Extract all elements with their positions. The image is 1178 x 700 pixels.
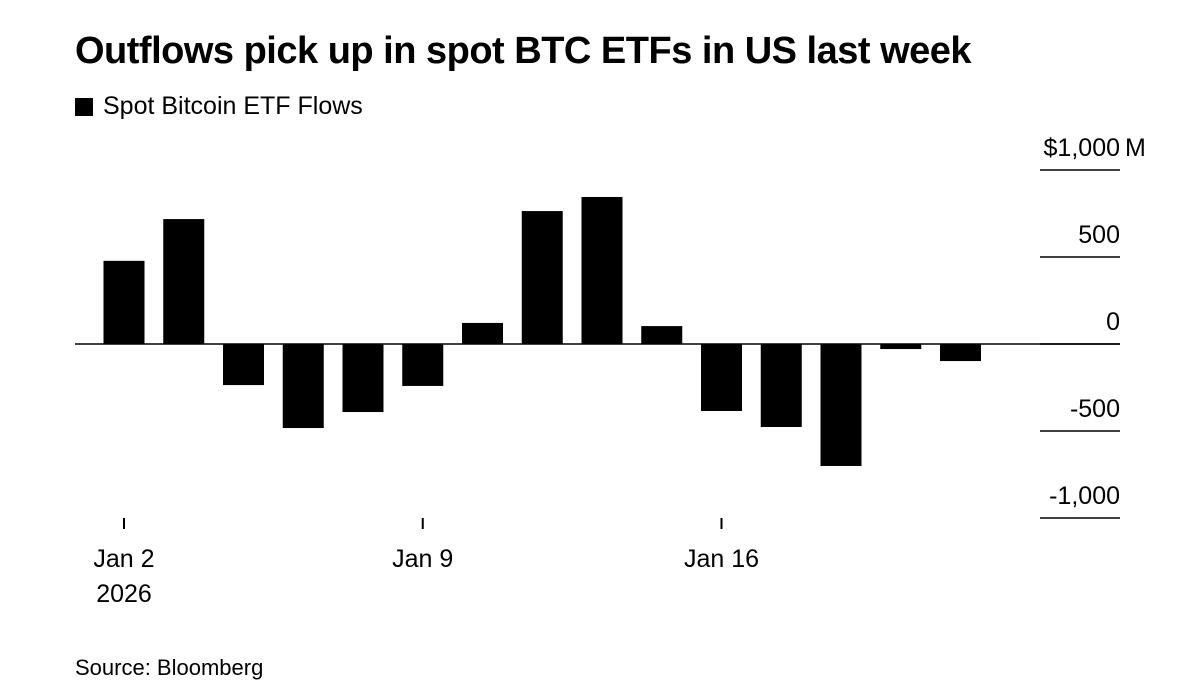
bar-2026-01-05 — [163, 219, 205, 344]
bar-2026-01-08 — [342, 344, 384, 413]
y-unit-label: M — [1125, 134, 1146, 162]
bar-2026-01-16 — [701, 344, 742, 411]
source-note: Source: Bloomberg — [75, 655, 264, 680]
bar-2026-01-22 — [880, 344, 922, 350]
bar-2026-01-13 — [521, 211, 563, 344]
x-tick-label: Jan 16 — [684, 545, 759, 573]
x-tick-label: Jan 2 — [93, 545, 154, 573]
bar-2026-01-20 — [760, 344, 802, 427]
y-tick-label: $1,000 — [1044, 134, 1120, 162]
bar-2026-01-06 — [223, 344, 264, 386]
bar-2026-01-14 — [581, 196, 623, 344]
legend-swatch — [75, 97, 93, 116]
bar-2026-01-15 — [641, 326, 683, 344]
x-tick-label: Jan 9 — [392, 545, 453, 573]
y-tick-label: 500 — [1078, 221, 1120, 249]
legend: Spot Bitcoin ETF Flows — [75, 92, 363, 121]
chart-title: Outflows pick up in spot BTC ETFs in US … — [75, 30, 972, 72]
bar-2026-01-21 — [820, 344, 862, 466]
bar-2026-01-12 — [462, 322, 503, 344]
bar-2026-01-23 — [940, 344, 981, 362]
legend-label: Spot Bitcoin ETF Flows — [103, 92, 363, 120]
y-tick-label: 0 — [1106, 308, 1120, 336]
y-tick-label: -1,000 — [1049, 482, 1120, 510]
y-tick-label: -500 — [1070, 395, 1120, 423]
bar-2026-01-02 — [103, 260, 145, 344]
x-tick-sublabel: 2026 — [96, 580, 152, 608]
bar-2026-01-07 — [282, 344, 324, 429]
bar-2026-01-09 — [402, 344, 444, 386]
